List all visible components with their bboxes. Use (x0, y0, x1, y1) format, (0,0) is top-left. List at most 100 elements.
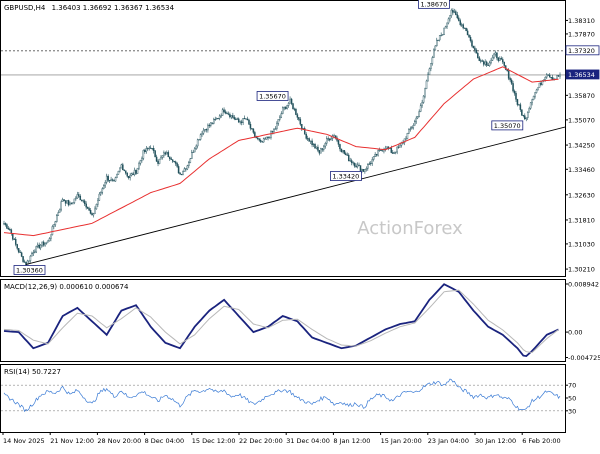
candle-body (317, 146, 319, 151)
candle-body (283, 106, 285, 109)
candle-body (243, 118, 246, 120)
candle-body (60, 201, 62, 210)
candle-body (155, 156, 158, 162)
candle-body (481, 60, 483, 62)
candle-body (324, 143, 327, 147)
candle-body (436, 39, 438, 47)
x-axis-tick-label: 15 Jan 20:00 (381, 437, 422, 445)
macd-axis-layer: 0.008942 0.00 -0.004725 (565, 281, 600, 362)
candle-body (76, 194, 79, 199)
candle-body (449, 15, 451, 20)
x-axis-tick-label: 14 Nov 2025 (3, 437, 45, 445)
candle-body (270, 131, 272, 138)
x-axis-layer: 14 Nov 2025 21 Nov 12:00 28 Nov 20:00 8 Dec… (2, 432, 561, 445)
candle-body (509, 78, 511, 81)
candle-body (474, 47, 476, 51)
candle-body (441, 34, 444, 36)
candle-body (371, 159, 373, 164)
candle-body (358, 164, 360, 166)
candle-body (223, 109, 225, 113)
candle-body (164, 152, 167, 155)
candle-body (350, 160, 353, 163)
candle-body (295, 109, 297, 115)
candle-body (472, 45, 475, 49)
candle-body (284, 106, 287, 109)
candle-body (188, 162, 190, 166)
main-panel-frame (0, 0, 566, 277)
candle-body (352, 162, 354, 164)
candle-body (289, 98, 291, 104)
candle-body (531, 99, 533, 104)
price-annotation: 1.35670 (259, 92, 286, 100)
candle-body (414, 121, 416, 126)
candle-body (306, 138, 309, 140)
candle-body (456, 14, 459, 19)
candle-body (58, 208, 61, 213)
candle-body (107, 175, 109, 181)
candle-body (235, 118, 237, 120)
y-axis-tick-label: 1.35070 (568, 116, 595, 124)
candle-body (340, 148, 343, 153)
candle-body (160, 157, 162, 160)
candle-body (397, 146, 400, 148)
candle-body (141, 158, 143, 161)
candle-body (61, 199, 64, 202)
candle-body (17, 248, 20, 253)
candle-body (405, 138, 407, 140)
candle-body (174, 161, 177, 164)
candle-body (556, 75, 558, 80)
candle-body (409, 128, 412, 130)
candle-body (488, 62, 491, 66)
candle-body (101, 188, 104, 193)
candle-body (491, 57, 494, 61)
candle-body (314, 143, 316, 149)
candle-body (207, 124, 209, 131)
candle-body (136, 167, 139, 174)
candle-body (233, 117, 236, 120)
candle-body (180, 174, 183, 176)
candle-body (480, 60, 482, 62)
candle-body (433, 49, 435, 58)
candle-body (424, 88, 426, 97)
candle-body (482, 61, 485, 65)
candle-body (465, 27, 467, 32)
candle-body (546, 74, 548, 78)
candle-body (367, 164, 369, 169)
candle-body (89, 209, 92, 214)
candle-body (13, 238, 16, 240)
candle-body (47, 240, 49, 243)
candle-body (471, 40, 473, 47)
candle-body (240, 121, 243, 123)
candle-body (518, 104, 520, 106)
candle-body (328, 138, 331, 141)
candle-body (512, 83, 514, 92)
candle-body (44, 243, 46, 246)
candle-body (330, 138, 332, 141)
candle-body (459, 20, 461, 25)
candle-body (72, 202, 74, 204)
candle-body (151, 148, 153, 150)
candle-body (133, 169, 136, 175)
candle-body (455, 11, 457, 15)
candle-body (171, 159, 174, 162)
candle-body (135, 169, 137, 174)
candle-body (280, 113, 283, 118)
x-axis-tick-label: 28 Nov 20:00 (97, 437, 141, 445)
candle-body (205, 129, 208, 131)
macd-axis-tick-label: 0.008942 (568, 281, 599, 289)
candle-body (186, 165, 189, 170)
candle-body (273, 129, 275, 132)
candle-body (377, 150, 379, 156)
candle-body (9, 229, 11, 231)
x-axis-tick-label: 22 Dec 20:00 (239, 437, 283, 445)
price-annotation: 1.38670 (420, 0, 447, 8)
candle-body (262, 138, 265, 143)
candle-body (500, 58, 503, 60)
candle-body (320, 148, 322, 154)
candle-body (97, 200, 99, 205)
macd-axis-tick-label: -0.004725 (568, 354, 600, 362)
candle-body (428, 68, 431, 75)
candle-body (519, 104, 522, 110)
y-axis-layer: 1.383101.378701.365801.358701.350701.342… (565, 17, 600, 274)
candle-body (148, 147, 150, 149)
